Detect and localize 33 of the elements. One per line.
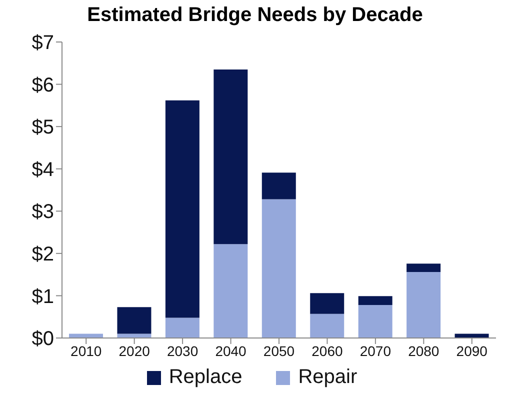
bar xyxy=(262,199,296,338)
y-tick-label: $2 xyxy=(32,244,54,266)
bar xyxy=(165,100,200,318)
x-tick-label: 2040 xyxy=(215,342,247,359)
bar xyxy=(165,318,200,338)
bar xyxy=(214,244,248,338)
x-tick-label: 2020 xyxy=(118,342,150,359)
y-tick-label: $7 xyxy=(32,32,54,54)
legend-label: Replace xyxy=(168,366,242,389)
y-tick-label: $0 xyxy=(32,328,54,350)
y-tick-label: $4 xyxy=(32,158,54,181)
y-tick-label: $1 xyxy=(32,286,54,308)
y-tick-label: $3 xyxy=(32,201,54,224)
x-tick-label: 2080 xyxy=(408,342,440,359)
x-tick-label: 2060 xyxy=(312,342,344,359)
bar xyxy=(310,293,344,314)
bar xyxy=(262,172,296,200)
x-tick-label: 2030 xyxy=(166,342,198,359)
bar xyxy=(214,69,248,244)
bar xyxy=(358,296,392,306)
chart-title: Estimated Bridge Needs by Decade xyxy=(86,4,424,28)
bar xyxy=(310,314,344,338)
x-tick-label: 2010 xyxy=(70,342,102,359)
x-tick-label: 2050 xyxy=(263,342,295,359)
bar xyxy=(406,264,441,272)
x-tick-label: 2090 xyxy=(456,342,488,359)
y-tick-label: $6 xyxy=(32,74,54,96)
bar xyxy=(406,272,441,338)
bar xyxy=(358,305,392,338)
x-tick-label: 2070 xyxy=(360,342,392,359)
bar xyxy=(117,307,152,334)
y-tick-label: $5 xyxy=(32,116,54,139)
legend-label: Repair xyxy=(298,366,358,389)
